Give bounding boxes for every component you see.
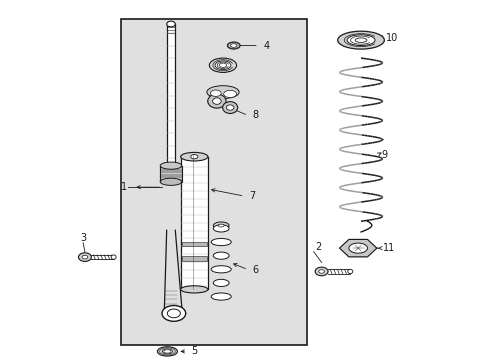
Ellipse shape [180, 286, 207, 293]
Text: 7: 7 [248, 191, 255, 201]
Ellipse shape [354, 38, 366, 42]
Polygon shape [339, 239, 376, 257]
Ellipse shape [211, 238, 231, 246]
Text: 5: 5 [191, 346, 197, 356]
Text: 8: 8 [252, 111, 258, 121]
Ellipse shape [346, 35, 374, 45]
Ellipse shape [337, 31, 384, 49]
Ellipse shape [160, 162, 182, 169]
Ellipse shape [160, 178, 182, 185]
Ellipse shape [219, 63, 226, 67]
Text: 10: 10 [386, 33, 398, 43]
Ellipse shape [213, 222, 228, 229]
Bar [182, 256, 206, 261]
Bar [166, 24, 175, 166]
Text: 9: 9 [381, 150, 387, 160]
Ellipse shape [212, 98, 221, 104]
Ellipse shape [314, 267, 327, 276]
Ellipse shape [211, 266, 231, 273]
Ellipse shape [213, 279, 228, 287]
Text: 4: 4 [263, 41, 269, 50]
Ellipse shape [222, 102, 237, 113]
Text: 1: 1 [121, 182, 126, 192]
Ellipse shape [230, 44, 237, 47]
Ellipse shape [213, 252, 228, 259]
Text: 3: 3 [81, 233, 87, 243]
Ellipse shape [78, 253, 91, 261]
Bar [160, 166, 182, 182]
Ellipse shape [162, 306, 185, 321]
Ellipse shape [206, 86, 239, 99]
Ellipse shape [167, 309, 180, 318]
Ellipse shape [223, 90, 236, 98]
Ellipse shape [162, 349, 172, 354]
Ellipse shape [215, 61, 230, 69]
Ellipse shape [82, 255, 88, 259]
Text: 6: 6 [252, 265, 258, 275]
Text: 11: 11 [382, 243, 394, 253]
Ellipse shape [190, 154, 198, 159]
Ellipse shape [207, 94, 225, 108]
Bar [182, 242, 206, 246]
Ellipse shape [226, 105, 233, 110]
Ellipse shape [210, 90, 221, 96]
Ellipse shape [157, 347, 177, 356]
Text: 2: 2 [314, 242, 321, 252]
Ellipse shape [111, 255, 116, 259]
Ellipse shape [209, 58, 236, 72]
Bar [121, 19, 306, 345]
Ellipse shape [347, 269, 352, 274]
Ellipse shape [211, 293, 231, 300]
Ellipse shape [318, 270, 324, 273]
Bar [180, 157, 207, 289]
Ellipse shape [227, 42, 240, 49]
Ellipse shape [218, 224, 224, 227]
Ellipse shape [166, 21, 175, 27]
Ellipse shape [213, 225, 228, 232]
Ellipse shape [348, 243, 367, 253]
Ellipse shape [180, 152, 207, 161]
